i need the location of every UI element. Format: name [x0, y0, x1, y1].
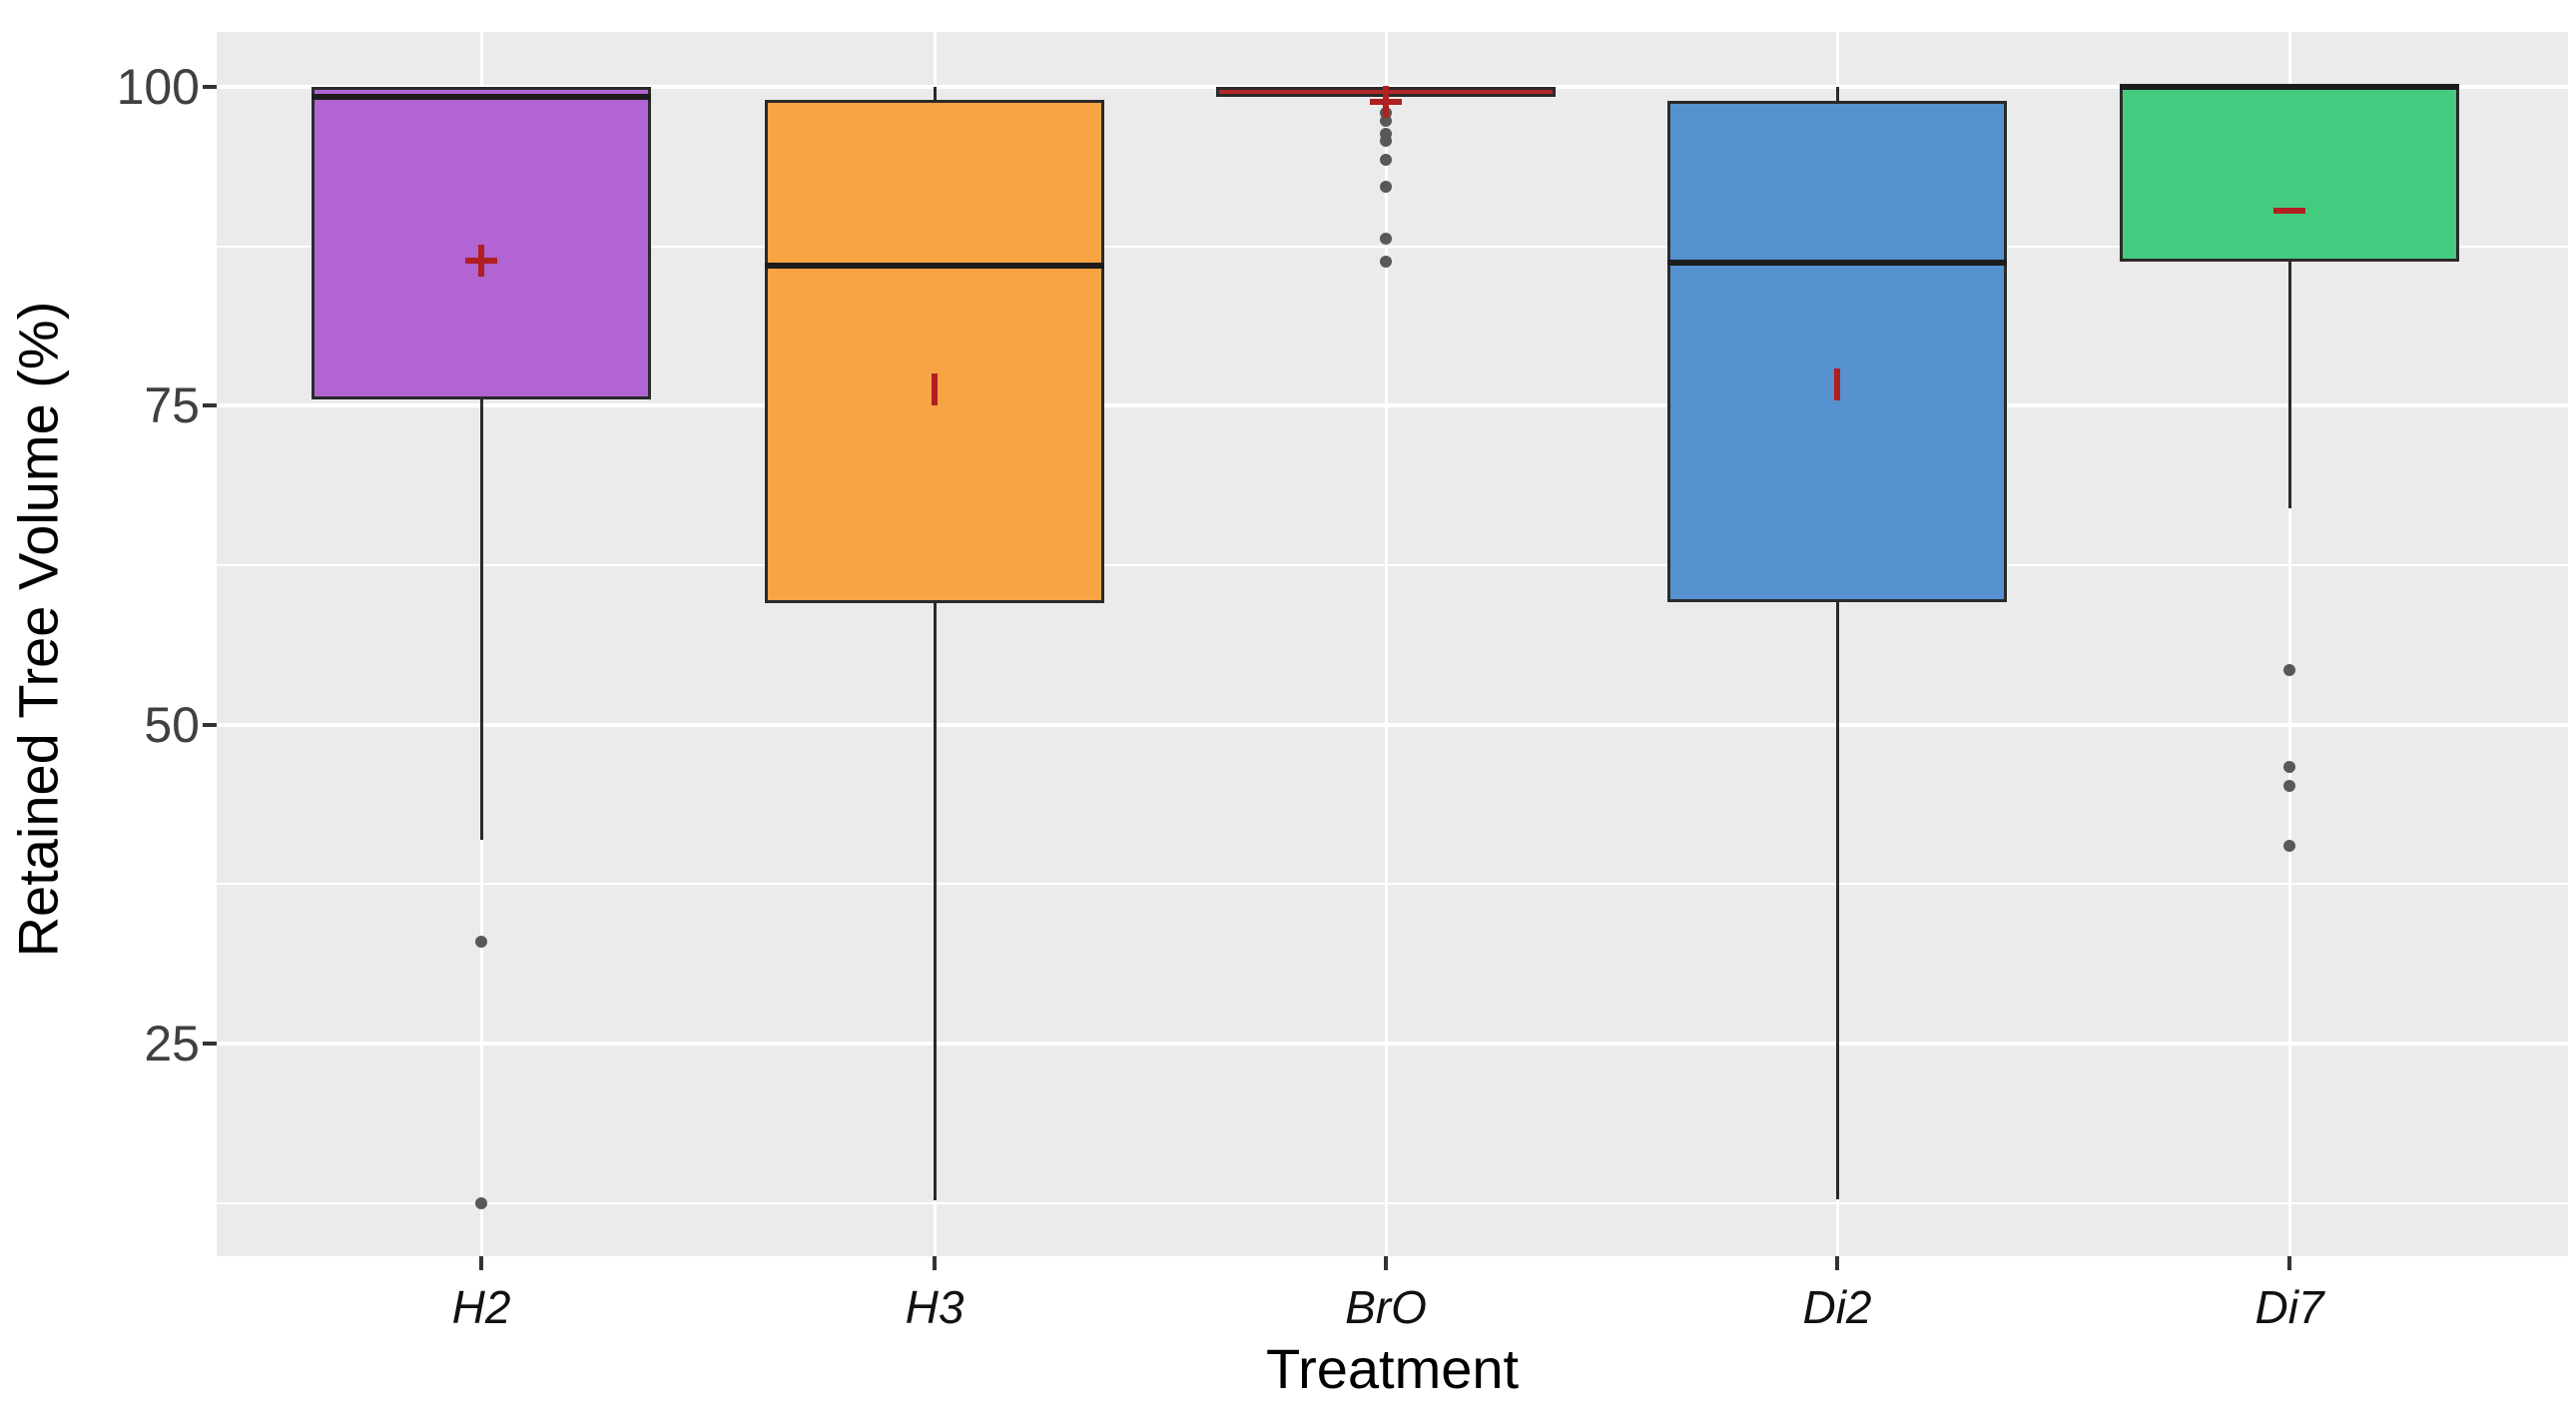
mean-marker-BrO: [1383, 86, 1389, 119]
upper-whisker-Di2: [1835, 87, 1839, 102]
x-tick-mark-Di2: [1835, 1256, 1839, 1270]
mean-marker-H2: [478, 244, 484, 277]
gridline-x-Di7: [2288, 32, 2291, 1256]
gridline-x-BrO: [1385, 32, 1388, 1256]
outlier-dot-BrO: [1380, 232, 1392, 245]
outlier-dot-H2: [475, 935, 487, 948]
x-tick-label-H3: H3: [905, 1281, 965, 1333]
outlier-dot-BrO: [1380, 180, 1392, 193]
gridline-major-y-75: [217, 403, 2568, 408]
outlier-dot-Di7: [2283, 663, 2295, 676]
y-tick-mark-50: [203, 722, 217, 727]
median-line-Di2: [1667, 260, 2007, 267]
outlier-dot-H2: [475, 1196, 487, 1209]
x-tick-label-H2: H2: [451, 1281, 511, 1333]
mean-marker-H3: [932, 372, 938, 405]
median-line-H3: [765, 262, 1104, 269]
gridline-major-y-50: [217, 722, 2568, 727]
outlier-dot-BrO: [1380, 115, 1392, 128]
outlier-dot-BrO: [1380, 153, 1392, 166]
y-tick-mark-75: [203, 403, 217, 408]
y-tick-mark-25: [203, 1041, 217, 1046]
lower-whisker-Di2: [1835, 602, 1839, 1199]
outlier-dot-BrO: [1380, 134, 1392, 147]
box-H3: [765, 99, 1104, 604]
mean-marker-Di2: [1834, 367, 1840, 400]
x-tick-mark-BrO: [1384, 1256, 1388, 1270]
lower-whisker-H3: [933, 603, 937, 1201]
mean-marker-Di7: [2273, 207, 2305, 214]
lower-whisker-Di7: [2287, 261, 2291, 508]
box-H2: [312, 87, 651, 399]
gridline-minor-y-87.5: [217, 245, 2568, 248]
outlier-dot-Di7: [2283, 760, 2295, 773]
gridline-minor-y-37.5: [217, 883, 2568, 886]
median-line-Di7: [2120, 84, 2459, 90]
outlier-dot-BrO: [1380, 255, 1392, 268]
x-tick-mark-H3: [933, 1256, 937, 1270]
x-axis-title: Treatment: [1265, 1337, 1520, 1400]
gridline-minor-y-12.5: [217, 1201, 2568, 1204]
y-tick-label-75: 75: [144, 377, 200, 434]
outlier-dot-Di7: [2283, 779, 2295, 792]
lower-whisker-H2: [479, 398, 483, 840]
gridline-minor-y-62.5: [217, 563, 2568, 566]
outlier-dot-Di7: [2283, 839, 2295, 852]
x-tick-mark-H2: [479, 1256, 483, 1270]
x-tick-label-Di7: Di7: [2254, 1281, 2324, 1333]
upper-whisker-H3: [933, 87, 937, 100]
y-tick-mark-100: [203, 85, 217, 89]
y-tick-label-100: 100: [116, 59, 200, 115]
gridline-major-y-25: [217, 1041, 2568, 1046]
box-Di7: [2120, 87, 2459, 262]
median-line-H2: [312, 94, 651, 101]
x-tick-label-Di2: Di2: [1802, 1281, 1872, 1333]
box-Di2: [1667, 101, 2007, 603]
x-tick-label-BrO: BrO: [1345, 1281, 1427, 1333]
x-tick-mark-Di7: [2287, 1256, 2291, 1270]
y-tick-label-50: 50: [144, 696, 200, 753]
y-tick-label-25: 25: [144, 1015, 200, 1071]
